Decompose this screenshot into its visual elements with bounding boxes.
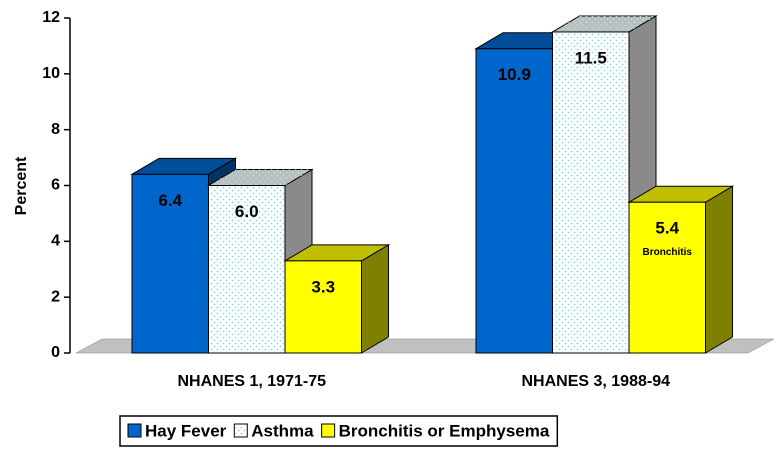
bar-side bbox=[705, 185, 733, 354]
bar-top-texture bbox=[208, 169, 312, 186]
value-label: 3.3 bbox=[311, 277, 335, 296]
value-label: 6.4 bbox=[158, 191, 182, 210]
y-tick-label: 4 bbox=[51, 233, 60, 250]
legend-swatch-texture bbox=[235, 425, 247, 436]
value-label: 6.0 bbox=[235, 202, 259, 221]
y-tick-label: 2 bbox=[51, 288, 60, 305]
y-tick-label: 0 bbox=[51, 344, 60, 361]
value-label: 11.5 bbox=[575, 48, 607, 67]
bar-texture bbox=[209, 186, 284, 352]
y-axis-label: Percent bbox=[13, 156, 30, 215]
bar-top-texture bbox=[552, 15, 656, 32]
bar-side bbox=[361, 243, 389, 354]
legend-label: Hay Fever bbox=[145, 421, 227, 440]
y-tick-label: 8 bbox=[51, 121, 60, 138]
legend-swatch bbox=[127, 423, 142, 438]
legend-swatch bbox=[321, 423, 336, 438]
legend-label: Bronchitis or Emphysema bbox=[339, 421, 550, 440]
legend-label: Asthma bbox=[251, 421, 314, 440]
value-label: 5.4 bbox=[655, 219, 679, 238]
annotation: Bronchitis bbox=[643, 247, 693, 258]
bar-texture bbox=[553, 32, 628, 352]
value-label: 10.9 bbox=[498, 65, 531, 84]
bar bbox=[131, 173, 209, 354]
bar bbox=[475, 48, 553, 354]
x-tick-label: NHANES 3, 1988-94 bbox=[521, 373, 670, 390]
x-tick-label: NHANES 1, 1971-75 bbox=[177, 373, 326, 390]
y-tick-label: 10 bbox=[42, 65, 60, 82]
bar bbox=[284, 260, 362, 354]
legend bbox=[119, 415, 559, 447]
y-tick-label: 6 bbox=[51, 177, 60, 194]
y-tick-label: 12 bbox=[42, 9, 60, 26]
bar bbox=[628, 201, 706, 354]
